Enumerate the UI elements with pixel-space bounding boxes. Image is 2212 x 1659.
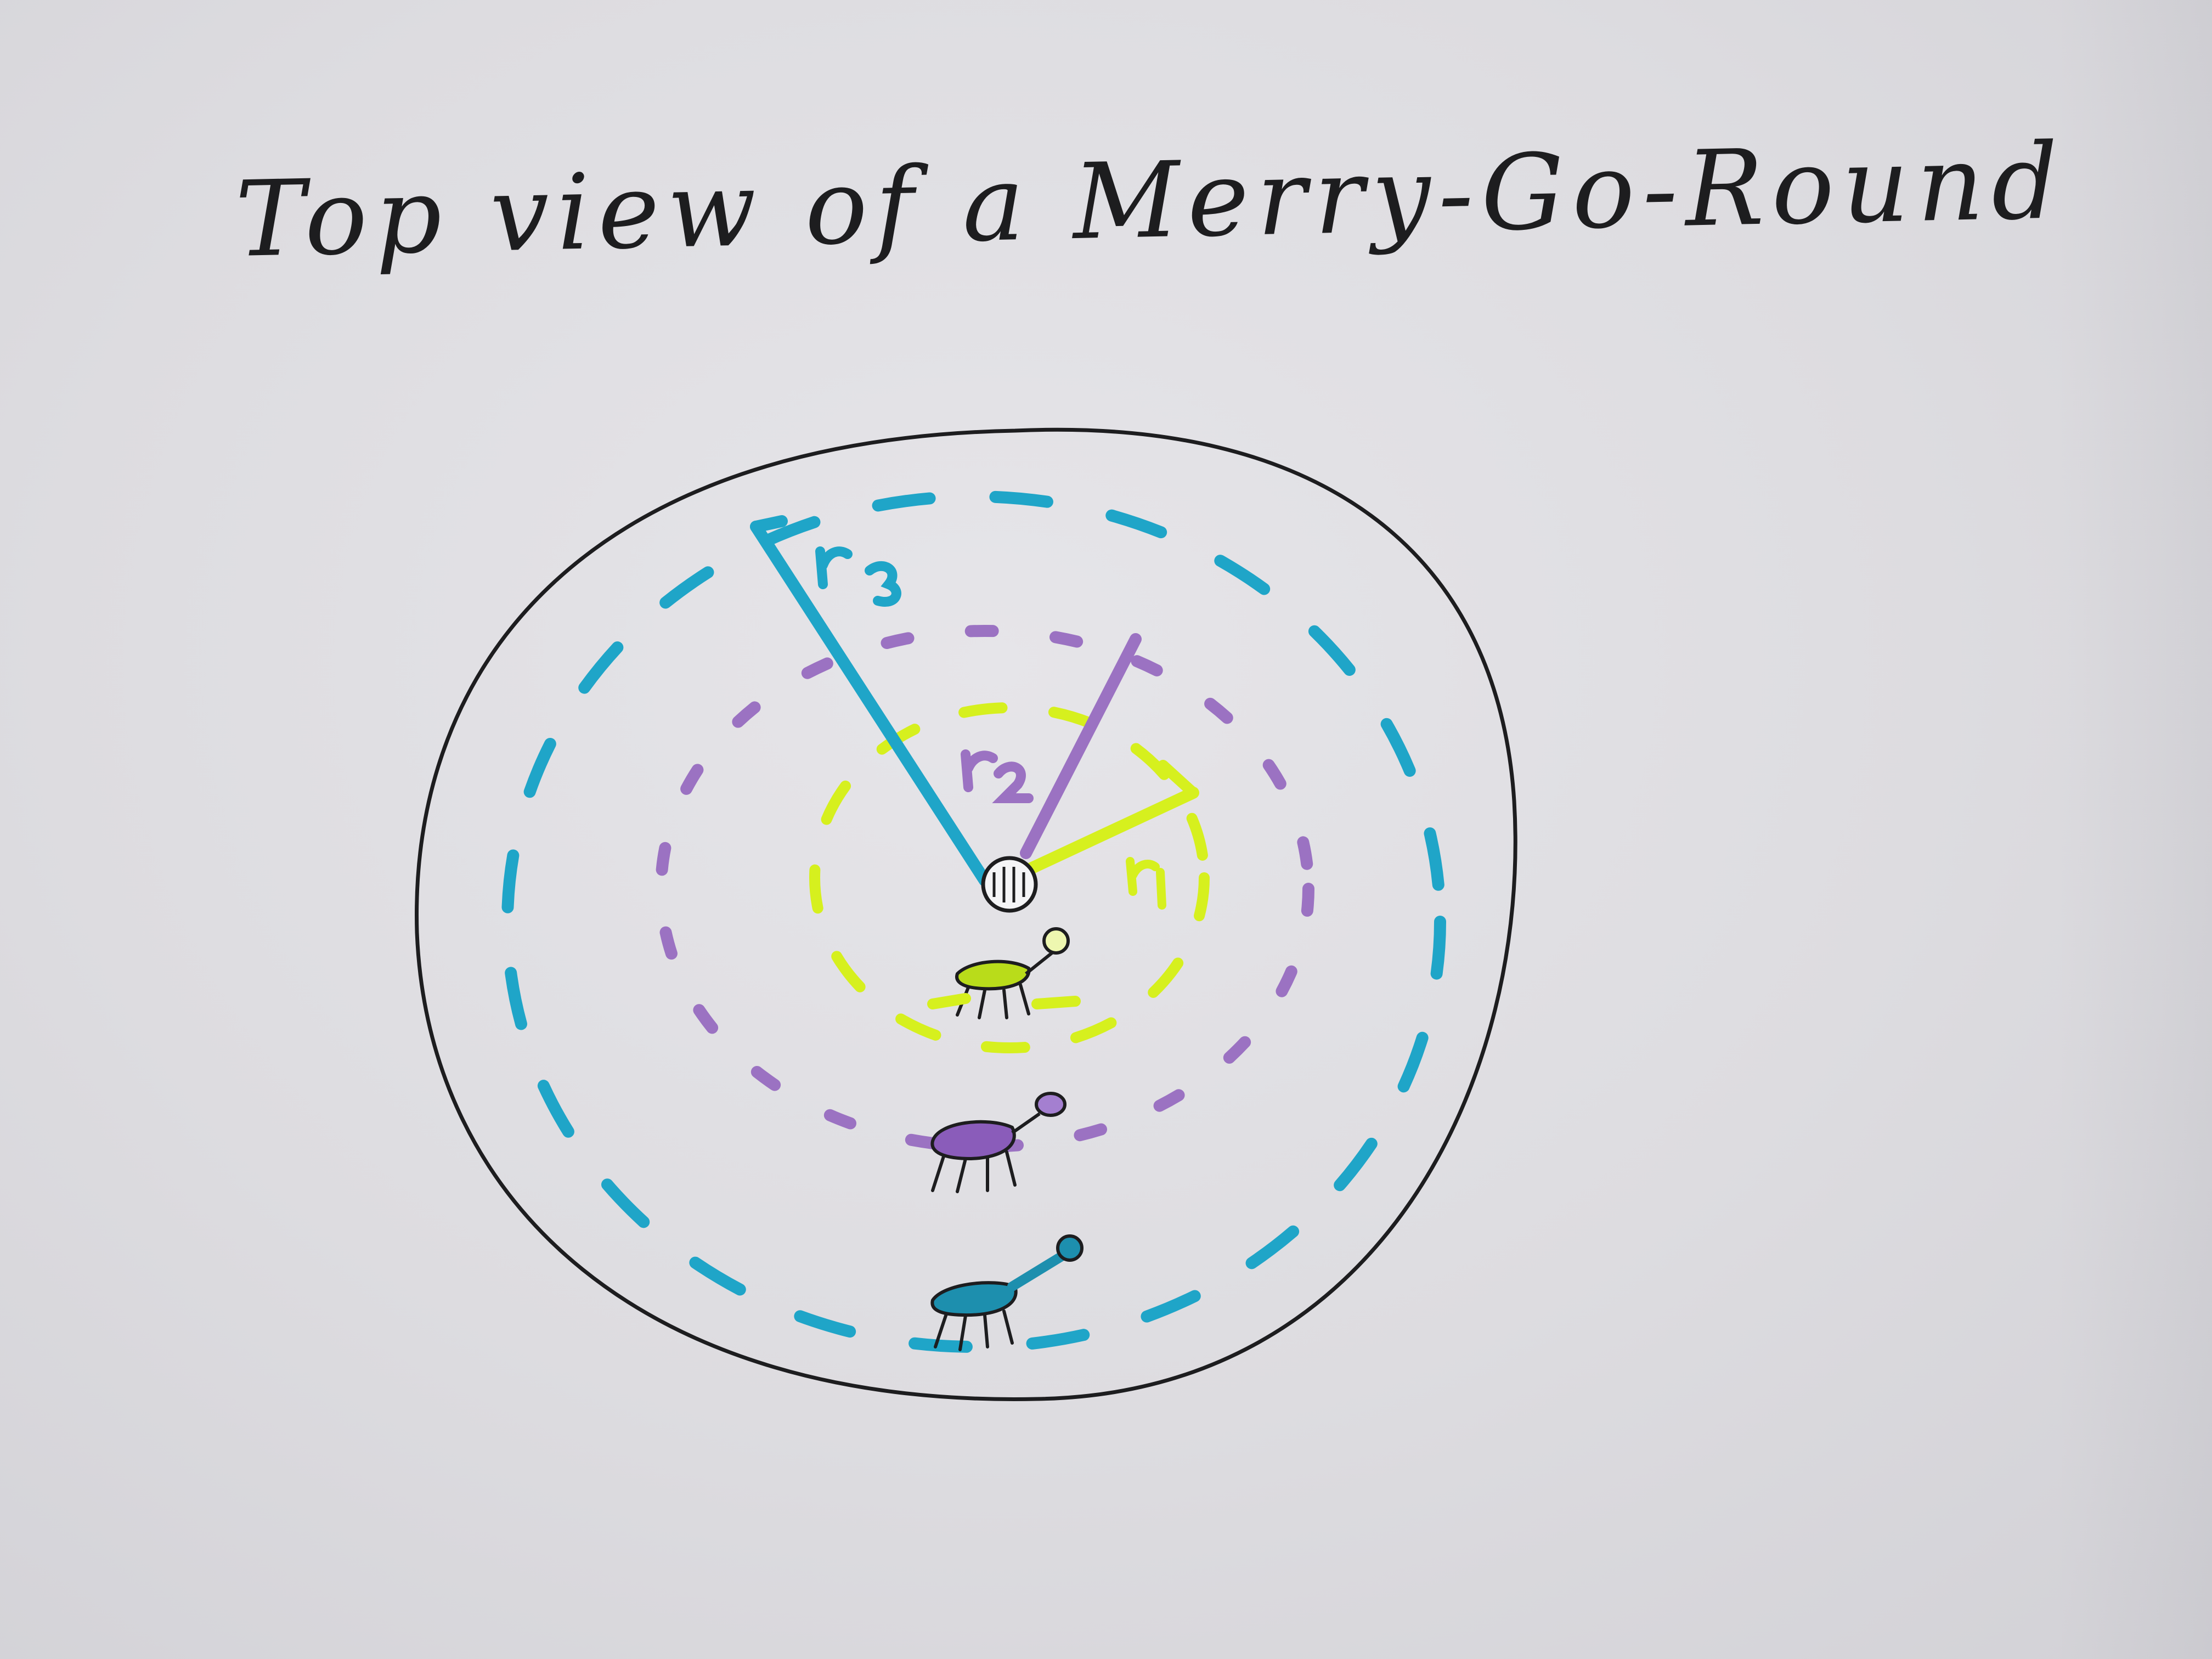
outer-radius-label xyxy=(815,546,901,607)
merry-go-round-platform xyxy=(415,427,1517,1401)
inner-radius-endcap xyxy=(1158,760,1199,798)
center-axle xyxy=(981,856,1038,913)
paper-edge-shadow xyxy=(2057,0,2212,1659)
middle-radius-line xyxy=(1020,633,1142,859)
inner-horse-icon xyxy=(927,927,1081,1019)
middle-radius-label xyxy=(961,749,1034,803)
outer-radius-endcap xyxy=(750,515,788,533)
inner-radius-label xyxy=(1126,857,1166,910)
middle-horse-icon xyxy=(930,1092,1066,1193)
outer-radius-line xyxy=(750,521,991,887)
inner-radius-line xyxy=(1023,787,1199,876)
inner-ring xyxy=(809,702,1210,1053)
outer-horse-icon xyxy=(930,1234,1084,1351)
middle-ring xyxy=(655,625,1314,1153)
outer-ring xyxy=(501,490,1446,1353)
